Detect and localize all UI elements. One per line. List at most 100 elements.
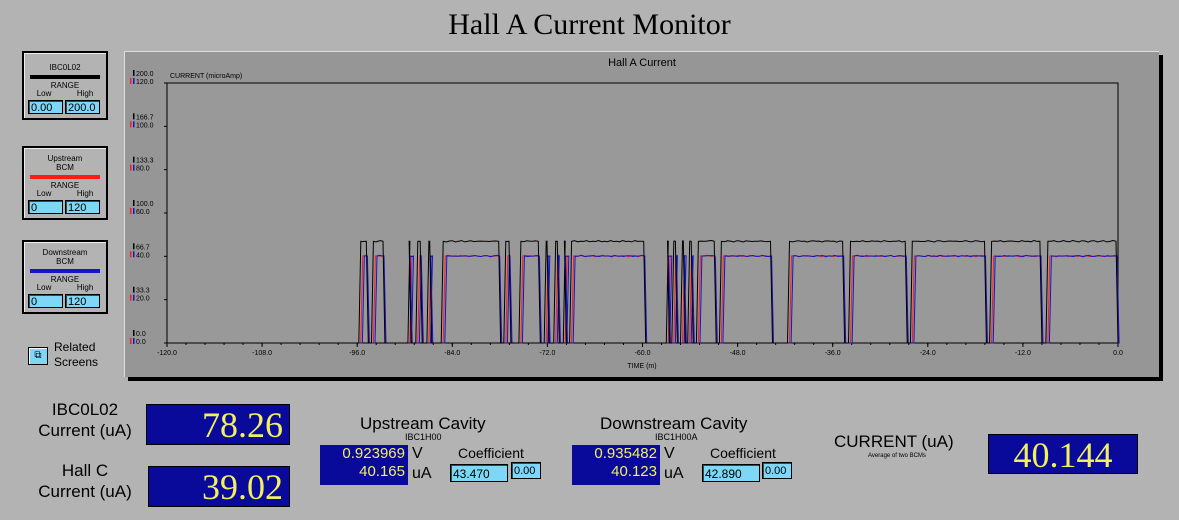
y-tick-label-color: 80.0 xyxy=(136,166,150,173)
legend-downstream-bcm: Downstream BCM RANGE Low High 0 120 xyxy=(22,240,108,314)
x-tick-label: -96.0 xyxy=(349,350,365,357)
y-tick-label-black: 0.0 xyxy=(136,331,146,338)
plot-panel: Hall A Current CURRENT (microAmp) TIME (m)… xyxy=(124,51,1159,377)
x-tick-label: -120.0 xyxy=(157,350,177,357)
x-tick-label: -36.0 xyxy=(825,350,841,357)
range-low-input[interactable]: 0.00 xyxy=(28,100,63,114)
y-tick-marker-red xyxy=(130,294,132,301)
y-tick-label-black: 100.0 xyxy=(136,201,154,208)
legend-ibc0l02: IBC0L02 RANGE Low High 0.00 200.0 xyxy=(22,51,108,120)
y-tick-marker-black xyxy=(133,286,135,293)
y-tick-marker-black xyxy=(133,330,135,336)
x-tick-label: -24.0 xyxy=(920,350,936,357)
range-label: RANGE xyxy=(50,81,80,90)
y-tick-label-black: 33.3 xyxy=(136,288,150,295)
downstream-coefficient-label: Coefficient xyxy=(710,445,776,461)
downstream-amps: 40.123 xyxy=(611,463,657,480)
y-tick-label-black: 66.7 xyxy=(136,244,150,251)
high-label: High xyxy=(76,89,94,98)
y-tick-label-color: 120.0 xyxy=(136,79,154,86)
y-tick-marker-black xyxy=(133,70,135,76)
upstream-offset-input[interactable]: 0.00 xyxy=(511,462,541,479)
range-low-input[interactable]: 0 xyxy=(28,200,63,214)
y-tick-label-black: 133.3 xyxy=(136,158,154,165)
range-low-input[interactable]: 0 xyxy=(28,294,63,308)
related-screens-label: Related Screens xyxy=(54,340,99,369)
range-high-input[interactable]: 120 xyxy=(65,294,100,308)
y-tick-label-color: 60.0 xyxy=(136,209,150,216)
average-current-label: CURRENT (uA) xyxy=(834,432,954,451)
x-tick-label: -84.0 xyxy=(444,350,460,357)
high-label: High xyxy=(76,283,94,292)
legend-name: Upstream BCM xyxy=(47,154,83,172)
y-tick-label-color: 20.0 xyxy=(136,296,150,303)
average-current-sublabel: Average of two BCMs xyxy=(868,453,926,459)
series-downstream-bcm xyxy=(167,254,1120,344)
upstream-readout-box: 0.923969 40.165 xyxy=(320,445,408,485)
downstream-coefficient-input[interactable]: 42.890 xyxy=(702,464,760,482)
y-tick-marker-red xyxy=(130,338,132,344)
page-title: Hall A Current Monitor xyxy=(448,8,731,41)
x-tick-label: -48.0 xyxy=(730,350,746,357)
legend-name: Downstream BCM xyxy=(42,248,88,266)
y-tick-marker-red xyxy=(130,251,132,258)
upstream-coefficient-input[interactable]: 43.470 xyxy=(450,464,508,482)
hallc-current-value: 39.02 xyxy=(148,466,290,507)
legend-color-bar xyxy=(30,269,100,273)
range-label: RANGE xyxy=(50,181,80,190)
hallc-current-label: Hall C Current (uA) xyxy=(38,461,132,501)
legend-color-bar xyxy=(30,175,100,179)
upstream-volts: 0.923969 xyxy=(342,445,405,462)
upstream-volts-unit: V xyxy=(412,445,423,462)
range-high-input[interactable]: 200.0 xyxy=(65,100,100,114)
windows-icon: ⧉ xyxy=(34,350,42,361)
downstream-cavity-title: Downstream Cavity xyxy=(600,414,748,433)
series-ibc0l02 xyxy=(167,239,1119,344)
y-tick-label-color: 100.0 xyxy=(136,122,154,129)
y-tick-marker-blue xyxy=(133,294,135,301)
y-tick-marker-black xyxy=(133,243,135,250)
low-label: Low xyxy=(36,189,52,198)
y-tick-marker-blue xyxy=(133,121,135,128)
y-axis-label: CURRENT (microAmp) xyxy=(170,73,242,80)
chart-title: Hall A Current xyxy=(608,57,676,69)
upstream-cavity-title: Upstream Cavity xyxy=(360,414,486,433)
y-tick-marker-blue xyxy=(133,208,135,214)
y-tick-marker-red xyxy=(130,164,132,171)
y-tick-label-black: 200.0 xyxy=(136,71,154,78)
legend-upstream-bcm: Upstream BCM RANGE Low High 0 120 xyxy=(22,146,108,220)
downstream-amps-unit: uA xyxy=(664,465,684,482)
y-tick-marker-black xyxy=(133,156,135,163)
low-label: Low xyxy=(36,89,52,98)
x-axis-label: TIME (m) xyxy=(627,363,656,370)
legend-name: IBC0L02 xyxy=(49,63,81,72)
current-chart: Hall A Current CURRENT (microAmp) TIME (m)… xyxy=(130,57,1123,370)
y-tick-marker-blue xyxy=(133,251,135,258)
y-tick-label-black: 166.7 xyxy=(136,114,154,121)
related-screens-button[interactable]: ⧉ xyxy=(28,347,48,365)
y-tick-marker-red xyxy=(130,208,132,214)
downstream-readout-box: 0.935482 40.123 xyxy=(572,445,660,485)
legend-color-bar xyxy=(30,75,100,79)
y-tick-marker-red xyxy=(130,78,132,84)
x-tick-label: -12.0 xyxy=(1015,350,1031,357)
downstream-offset-input[interactable]: 0.00 xyxy=(762,462,792,479)
downstream-volts-unit: V xyxy=(664,445,675,462)
range-high-input[interactable]: 120 xyxy=(65,200,100,214)
downstream-volts: 0.935482 xyxy=(594,445,657,462)
y-tick-marker-black xyxy=(133,113,135,120)
y-tick-label-color: 40.0 xyxy=(136,252,150,259)
y-tick-marker-blue xyxy=(133,164,135,171)
ibc-current-value: 78.26 xyxy=(146,404,290,445)
x-tick-label: -72.0 xyxy=(539,350,555,357)
high-label: High xyxy=(76,189,94,198)
low-label: Low xyxy=(36,283,52,292)
ibc-current-label: IBC0L02 Current (uA) xyxy=(38,400,132,440)
range-label: RANGE xyxy=(50,275,80,284)
x-tick-label: -60.0 xyxy=(635,350,651,357)
average-current-value: 40.144 xyxy=(988,434,1138,475)
downstream-pv-name: IBC1H00A xyxy=(655,432,698,442)
upstream-pv-name: IBC1H00 xyxy=(405,432,442,442)
upstream-amps-unit: uA xyxy=(412,465,432,482)
y-tick-marker-red xyxy=(130,121,132,128)
